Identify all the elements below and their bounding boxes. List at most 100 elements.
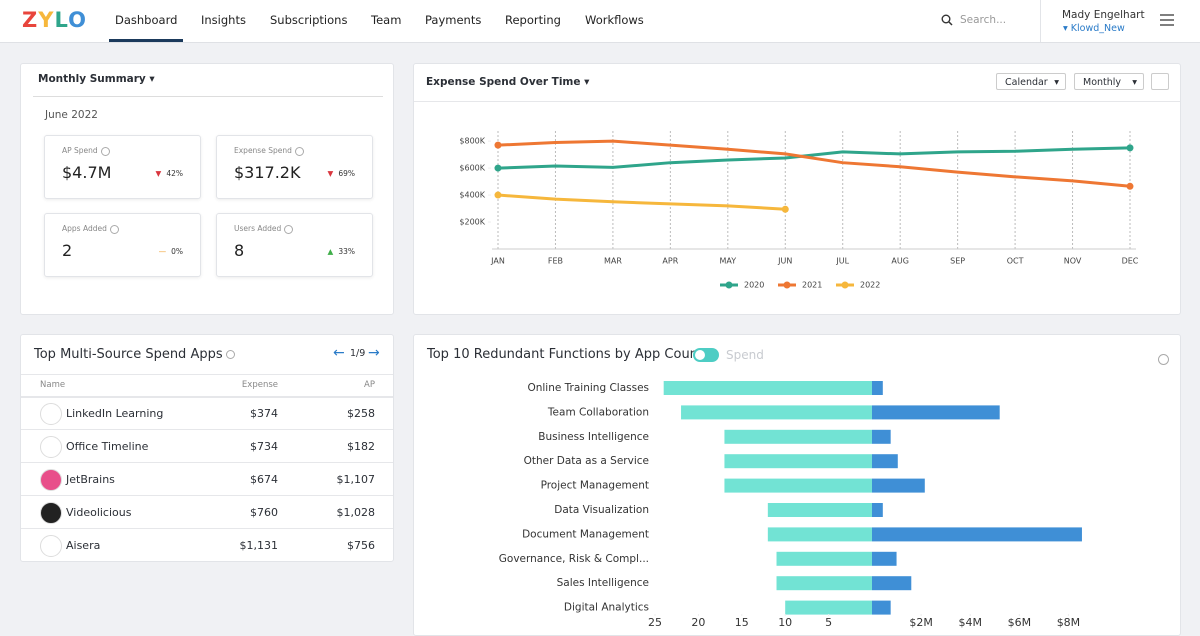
card-title: Top Multi-Source Spend Apps <box>34 347 235 362</box>
trend-icon: ▼ <box>155 169 162 178</box>
butterfly-chart: Online Training Classes Team Collaboratio… <box>499 381 1082 629</box>
cell: $1,131 <box>239 539 279 552</box>
cell: Office Timeline <box>66 440 149 453</box>
nav-item[interactable]: Dashboard <box>115 13 178 27</box>
logo-letter: L <box>54 8 69 32</box>
category-label: Online Training Classes <box>527 382 649 394</box>
y-tick-label: $800K <box>459 137 485 146</box>
card-label: Expense Spend <box>234 146 304 156</box>
app-icon <box>40 535 62 557</box>
calendar-select[interactable]: Calendar ▾ <box>996 73 1066 90</box>
info-icon <box>100 146 110 156</box>
card-label: AP Spend <box>62 146 110 156</box>
active-underline <box>109 39 183 42</box>
spend-bar <box>872 503 883 517</box>
label-text: Expense Spend <box>234 146 292 155</box>
table-row[interactable]: LinkedIn Learning $374 $258 <box>21 396 393 430</box>
trend-icon: — <box>158 247 167 256</box>
cell: $1,028 <box>336 506 376 519</box>
column-header: Expense <box>241 380 278 390</box>
category-label: Team Collaboration <box>547 406 649 418</box>
change-text: 42% <box>166 169 183 178</box>
card-title[interactable]: Monthly Summary ▾ <box>38 73 155 85</box>
cell: Videolicious <box>66 506 132 519</box>
user-name[interactable]: Mady Engelhart <box>1062 9 1145 21</box>
card-change: — 0% <box>159 247 183 256</box>
summary-card: Users Added 8 ▲ 33% <box>216 213 373 277</box>
download-button[interactable] <box>1151 73 1169 90</box>
toggle[interactable] <box>693 348 719 362</box>
prev-button[interactable]: ← <box>333 345 345 361</box>
table-row[interactable]: Videolicious $760 $1,028 <box>21 495 393 529</box>
menu-icon[interactable] <box>1160 14 1174 26</box>
summary-card: AP Spend $4.7M ▼ 42% <box>44 135 201 199</box>
change-text: 69% <box>338 169 355 178</box>
app-icon <box>40 403 62 425</box>
category-label: Other Data as a Service <box>524 455 649 467</box>
x-tick-label: 25 <box>648 616 662 629</box>
x-tick-label: NOV <box>1064 257 1082 266</box>
end-point <box>494 191 502 199</box>
pager: 1/9 <box>350 348 366 359</box>
card-change: ▼ 69% <box>328 169 355 178</box>
multi-source-card: Top Multi-Source Spend Apps ← 1/9 → Name… <box>20 334 394 562</box>
nav-item[interactable]: Insights <box>201 13 246 27</box>
next-button[interactable]: → <box>368 345 380 361</box>
select-label[interactable]: Monthly <box>1083 77 1122 88</box>
org-switch[interactable]: ▾ Klowd_New <box>1063 23 1125 34</box>
logo-letter: Y <box>38 8 55 32</box>
expense-chart-card: Expense Spend Over Time ▾ Calendar ▾ Mont… <box>413 63 1181 315</box>
table-row[interactable]: Aisera $1,131 $756 <box>21 528 393 561</box>
info-icon[interactable] <box>1155 349 1169 368</box>
divider <box>1040 0 1041 42</box>
toggle-label[interactable]: Spend <box>726 348 764 362</box>
cell: LinkedIn Learning <box>66 407 164 420</box>
legend-dot <box>783 281 791 289</box>
x-tick-label: MAY <box>719 257 736 266</box>
card-value: 8 <box>234 241 245 260</box>
card-label: Apps Added <box>62 224 119 234</box>
info-icon <box>109 224 119 234</box>
cell: $258 <box>347 407 375 420</box>
period-select[interactable]: Monthly ▾ <box>1074 73 1144 90</box>
count-bar <box>776 551 872 566</box>
table-row[interactable]: JetBrains $674 $1,107 <box>21 462 393 496</box>
info-icon <box>294 146 304 156</box>
change-text: 0% <box>171 247 183 256</box>
label-text: AP Spend <box>62 146 98 155</box>
nav-item[interactable]: Reporting <box>505 13 561 27</box>
spend-bar <box>872 576 912 591</box>
search-input[interactable]: Search... <box>960 14 1007 26</box>
select-label[interactable]: Calendar <box>1005 77 1048 88</box>
org-name[interactable]: Klowd_New <box>1070 23 1125 34</box>
legend-dot <box>725 281 733 289</box>
nav-item[interactable]: Subscriptions <box>270 13 348 27</box>
x-tick-label: SEP <box>950 257 965 266</box>
spend-bar <box>872 454 898 469</box>
cell: $374 <box>250 407 278 420</box>
x-tick-label: DEC <box>1122 257 1139 266</box>
card-title[interactable]: Expense Spend Over Time ▾ <box>426 76 590 88</box>
table-row[interactable]: Office Timeline $734 $182 <box>21 429 393 463</box>
nav-item[interactable]: Team <box>371 13 402 27</box>
logo[interactable]: ZYLO <box>22 8 87 32</box>
x-tick-label: $4M <box>958 616 982 629</box>
card-value: $4.7M <box>62 163 112 182</box>
category-label: Business Intelligence <box>538 431 649 443</box>
line-chart: JAN FEB MAR APR MAY JUN JUL AUG SEP OCT NOV DEC $200… <box>459 131 1139 290</box>
count-bar <box>767 503 872 517</box>
nav-item[interactable]: Payments <box>425 13 482 27</box>
title-text[interactable]: Monthly Summary <box>38 73 146 85</box>
title-text: Top Multi-Source Spend Apps <box>34 347 223 362</box>
title-text[interactable]: Expense Spend Over Time <box>426 76 581 88</box>
count-bar <box>663 381 872 395</box>
count-bar <box>724 454 872 469</box>
card-value: 2 <box>62 241 73 260</box>
category-label: Digital Analytics <box>564 602 649 614</box>
category-label: Sales Intelligence <box>557 577 649 589</box>
x-tick-label: 20 <box>691 616 705 629</box>
card-title: Top 10 Redundant Functions by App Count <box>427 347 704 362</box>
legend-dot <box>841 281 849 289</box>
nav-item[interactable]: Workflows <box>585 13 644 27</box>
x-tick-label: $6M <box>1008 616 1031 629</box>
